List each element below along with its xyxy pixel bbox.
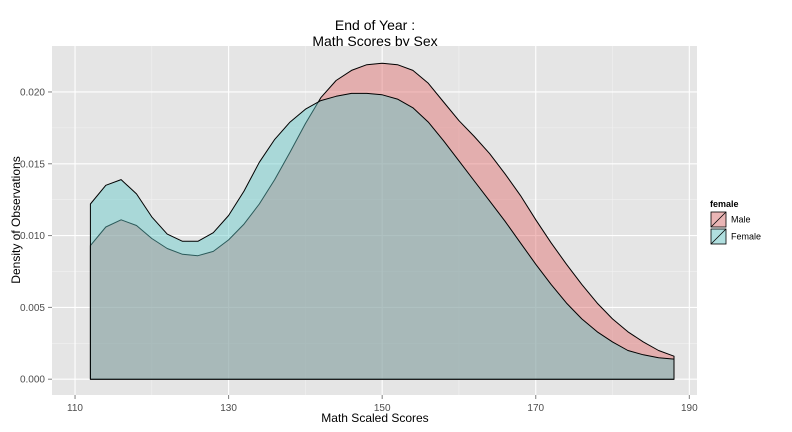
y-tick-label: 0.005 — [20, 303, 45, 314]
legend-title: female — [710, 199, 739, 209]
density-area-female — [89, 92, 675, 380]
x-tick-label: 190 — [681, 403, 698, 414]
x-tick-label: 150 — [374, 403, 391, 414]
density-areas — [89, 62, 675, 380]
legend-label-male: Male — [731, 215, 751, 225]
legend-swatch-slash — [710, 228, 727, 245]
y-tick-label: 0.015 — [20, 159, 45, 170]
chart-title-line-1: End of Year : — [335, 17, 415, 33]
y-tick-label: 0.010 — [20, 231, 45, 242]
legend-label-female: Female — [731, 232, 761, 242]
legend: female Male Female — [709, 199, 761, 246]
x-tick-label: 130 — [220, 403, 237, 414]
x-tick-label: 170 — [527, 403, 544, 414]
y-tick-label: 0.000 — [20, 375, 45, 386]
legend-swatch-slash — [710, 211, 727, 228]
y-axis-title: Density of Observations — [9, 156, 23, 283]
x-axis-title: Math Scaled Scores — [321, 411, 428, 425]
axis-labels: 110 130 150 170 190 0.000 0.005 0.010 0.015 0.020 — [20, 87, 698, 414]
plot-panel — [52, 46, 697, 395]
density-area-male — [89, 62, 675, 380]
chart-title-line-2: Math Scores by Sex — [312, 33, 437, 49]
x-tick-label: 110 — [67, 403, 83, 414]
y-tick-label: 0.020 — [20, 87, 45, 98]
